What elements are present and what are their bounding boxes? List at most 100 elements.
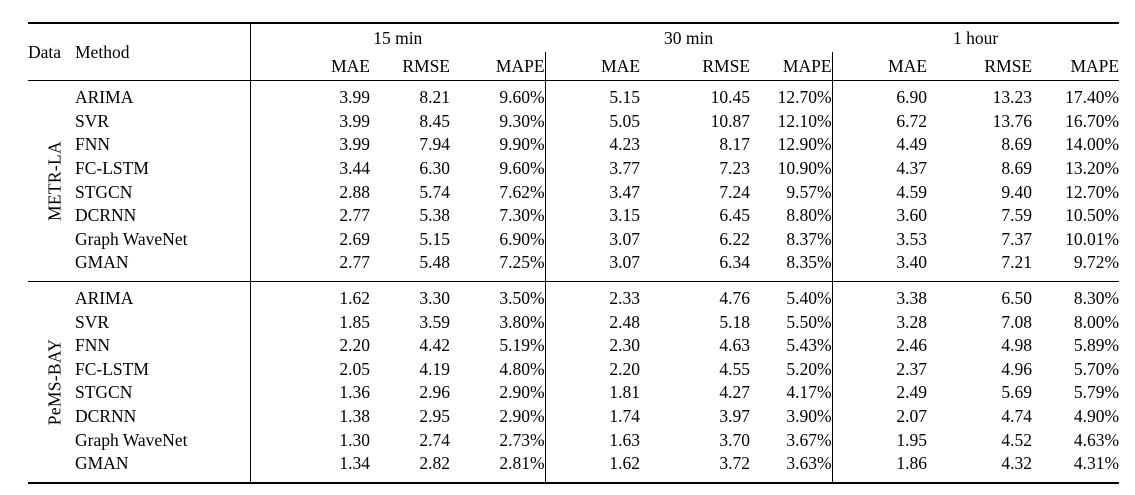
metric-value-cell: 10.90% [750, 156, 833, 181]
metric-value-cell: 3.80% [450, 310, 546, 334]
metric-value-cell: 1.62 [609, 453, 641, 474]
metric-value-cell: 12.70% [750, 80, 833, 110]
metric-value-cell: 5.43% [750, 333, 833, 358]
metric-value-cell: 3.59 [419, 311, 450, 332]
metric-value-cell: 3.77 [609, 158, 641, 179]
results-table-container: Data Method 15 min 30 min 1 hour MAE RMS… [28, 22, 1120, 484]
metric-value-cell: 5.50% [750, 310, 833, 334]
table-row: DCRNN 2.77 5.38 7.30% 3.15 6.45 8.80% 3.60 7.59 1… [28, 203, 1120, 228]
results-table: Data Method 15 min 30 min 1 hour MAE RMS… [28, 22, 1120, 484]
metric-value-cell: 3.07 [609, 228, 641, 249]
metric-value-cell: 5.70% [1073, 358, 1120, 379]
metric-value-cell: 12.70% [1065, 181, 1120, 202]
metric-value-cell: 3.28 [896, 311, 928, 332]
metric-value-cell: 12.90% [750, 133, 833, 157]
method-cell: Graph WaveNet [75, 227, 251, 252]
metric-value-cell: 3.60 [896, 205, 928, 226]
metric-value-cell: 4.63% [1073, 429, 1120, 450]
metric-value-cell: 3.99 [339, 110, 370, 131]
metric-header-rmse: RMSE [984, 55, 1033, 76]
metric-value-cell: 1.86 [896, 453, 928, 474]
metric-value-cell: 2.37 [896, 358, 928, 379]
metric-value-cell: 3.15 [609, 205, 641, 226]
metric-value-cell: 2.95 [419, 406, 450, 427]
table-row: FNN 3.99 7.94 9.90% 4.23 8.17 12.90% 4.49 8.69 14… [28, 133, 1119, 157]
metric-value-cell: 2.90% [450, 404, 546, 429]
metric-value-cell: 7.25% [450, 251, 546, 282]
metric-value-cell: 1.95 [896, 429, 928, 450]
metric-value-cell: 4.23 [609, 134, 641, 155]
metric-value-cell: 1.85 [339, 311, 370, 332]
metric-value-cell: 2.49 [896, 382, 928, 403]
metric-value-cell: 4.19 [419, 358, 450, 379]
metric-value-cell: 6.30 [419, 158, 450, 179]
metric-value-cell: 8.00% [1073, 311, 1120, 332]
metric-value-cell: 7.21 [1001, 252, 1033, 273]
metric-value-cell: 6.90% [450, 227, 546, 252]
table-row: STGCN 1.36 2.96 2.90% 1.81 4.27 4.17% 2.49 5.69 5… [28, 381, 1119, 405]
method-cell: FNN [75, 133, 251, 157]
metric-value-cell: 9.60% [450, 156, 546, 181]
metric-value-cell: 9.60% [450, 80, 546, 110]
metric-value-cell: 7.30% [450, 203, 546, 228]
metric-value-cell: 2.90% [450, 381, 546, 405]
metric-value-cell: 4.42 [419, 335, 450, 356]
metric-value-cell: 2.30 [609, 335, 641, 356]
table-row: STGCN 2.88 5.74 7.62% 3.47 7.24 9.57% 4.59 9.40 1… [28, 180, 1119, 204]
table-row: SVR 1.85 3.59 3.80% 2.48 5.18 5.50% 3.28 7.08 8.0… [28, 310, 1119, 334]
group-header-15min: 15 min [373, 27, 423, 48]
metric-header-mape: MAPE [450, 52, 546, 81]
metric-value-cell: 2.77 [339, 205, 370, 226]
method-cell: GMAN [75, 251, 251, 282]
method-cell: GMAN [75, 451, 251, 483]
column-header-method: Method [75, 23, 251, 81]
metric-value-cell: 4.63 [719, 335, 751, 356]
metric-value-cell: 2.82 [419, 453, 450, 474]
metric-value-cell: 3.97 [719, 406, 751, 427]
table-row: Graph WaveNet 2.69 5.15 6.90% 3.07 6.22 8.37% 3… [28, 227, 1119, 252]
metric-value-cell: 5.74 [419, 181, 450, 202]
metric-value-cell: 4.37 [896, 158, 928, 179]
group-header-30min: 30 min [663, 27, 714, 48]
metric-value-cell: 1.63 [609, 429, 641, 450]
metric-value-cell: 5.38 [419, 205, 450, 226]
metric-value-cell: 1.62 [339, 288, 370, 309]
metric-header-row: MAE RMSE MAPE MAE RMSE MAPE MAE RMSE MAP… [28, 52, 1119, 81]
metric-value-cell: 13.76 [992, 110, 1033, 131]
table-row: Graph WaveNet 1.30 2.74 2.73% 1.63 3.70 3.67% 1… [28, 428, 1119, 452]
metric-value-cell: 2.81% [450, 451, 546, 483]
metric-value-cell: 8.69 [1001, 158, 1033, 179]
metric-value-cell: 9.90% [450, 133, 546, 157]
method-cell: SVR [75, 310, 251, 334]
metric-value-cell: 3.50% [450, 281, 546, 311]
table-row: FC-LSTM 3.44 6.30 9.60% 3.77 7.23 10.90% 4.37 8.… [28, 156, 1119, 181]
metric-value-cell: 3.67% [750, 428, 833, 452]
dataset-label: PeMS-BAY [44, 338, 65, 425]
metric-value-cell: 3.53 [896, 228, 928, 249]
metric-value-cell: 5.48 [419, 252, 450, 273]
metric-value-cell: 6.45 [719, 205, 751, 226]
metric-value-cell: 2.96 [419, 382, 450, 403]
metric-value-cell: 4.52 [1001, 429, 1033, 450]
metric-value-cell: 1.74 [609, 406, 641, 427]
metric-value-cell: 3.99 [339, 87, 370, 108]
metric-value-cell: 1.34 [339, 453, 370, 474]
metric-value-cell: 2.46 [896, 335, 928, 356]
table-row: PeMS-BAY ARIMA 1.62 3.30 3.50% 2.33 4.76 5.40% 3… [28, 281, 1119, 425]
metric-value-cell: 8.80% [750, 203, 833, 228]
metric-header-mae: MAE [331, 55, 370, 76]
method-cell: FNN [75, 333, 251, 358]
metric-value-cell: 10.50% [1065, 205, 1120, 226]
metric-value-cell: 3.40 [896, 252, 928, 273]
metric-value-cell: 10.45 [710, 87, 751, 108]
method-cell: Graph WaveNet [75, 428, 251, 452]
metric-value-cell: 3.90% [750, 404, 833, 429]
table-row: DCRNN 1.38 2.95 2.90% 1.74 3.97 3.90% 2.07 4.74 4… [28, 404, 1119, 429]
metric-value-cell: 6.72 [896, 110, 928, 131]
metric-value-cell: 2.33 [609, 288, 641, 309]
metric-value-cell: 7.23 [719, 158, 751, 179]
metric-value-cell: 4.59 [896, 181, 928, 202]
table-row: FC-LSTM 2.05 4.19 4.80% 2.20 4.55 5.20% 2.37 4.9… [28, 357, 1120, 382]
table-row: METR-LA ARIMA 3.99 8.21 9.60% 5.15 10.45 12.70%… [28, 80, 1119, 221]
dataset-label: METR-LA [44, 140, 65, 221]
